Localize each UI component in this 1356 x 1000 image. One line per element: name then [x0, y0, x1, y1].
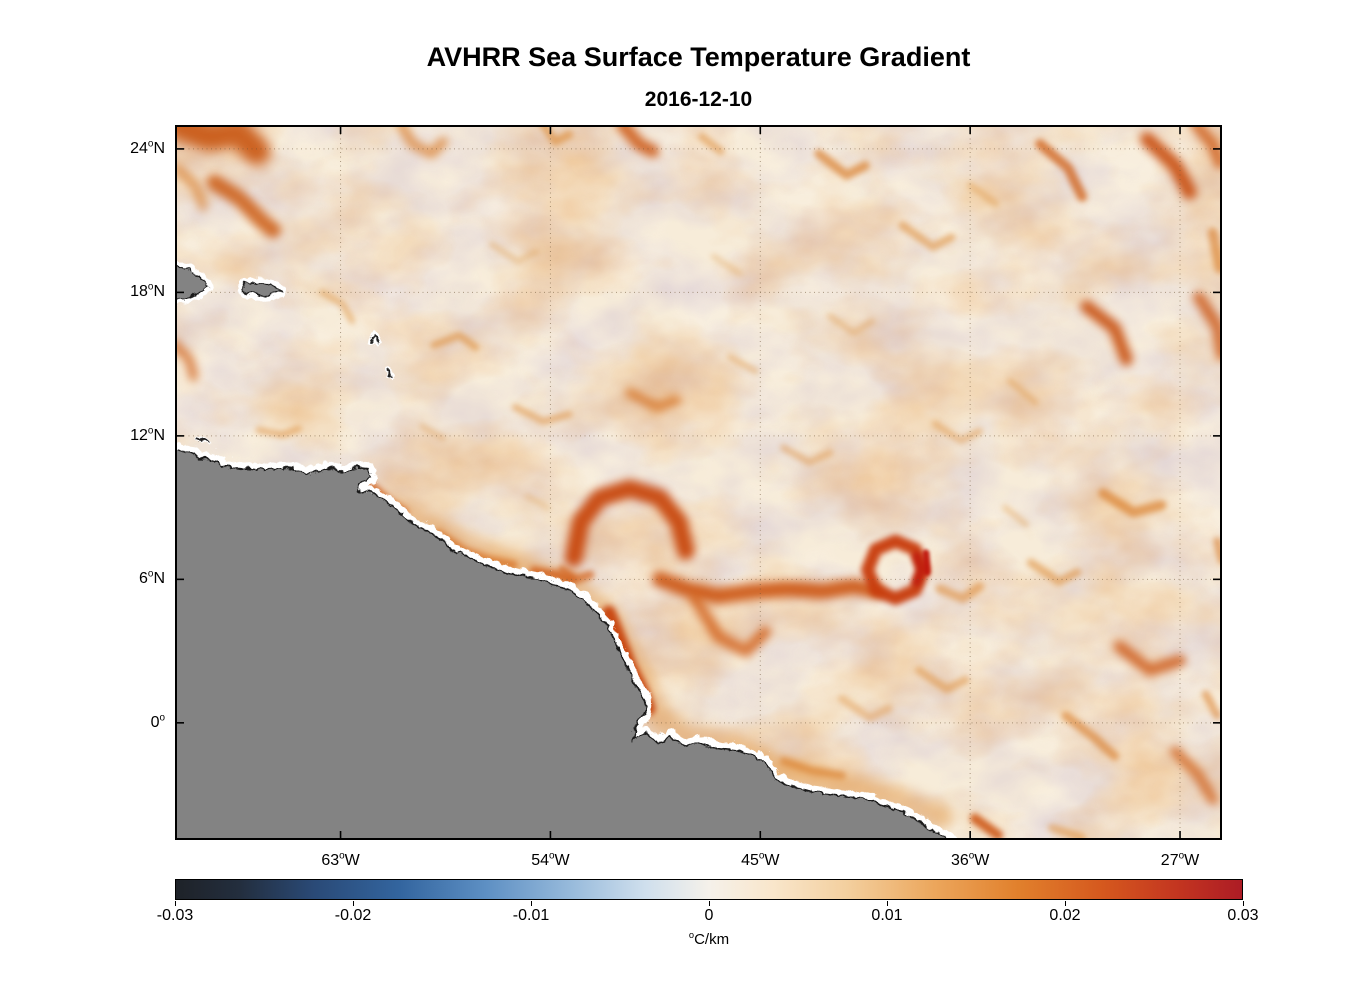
- sst-front: [255, 425, 303, 439]
- island-guadeloupe: [367, 330, 377, 342]
- sst-gradient-map: [175, 125, 1222, 840]
- sst-front: [175, 125, 271, 166]
- sst-front: [689, 592, 771, 658]
- sst-front: [175, 340, 199, 382]
- sst-front: [564, 479, 695, 567]
- island-hispaniola-east-tip: [175, 262, 208, 299]
- sst-front: [779, 757, 846, 780]
- landmass: [175, 447, 951, 840]
- sst-front: [710, 253, 743, 277]
- lon-tick-label: 54oW: [531, 850, 570, 869]
- sst-front: [1169, 746, 1219, 805]
- lat-tick-label: 6oN: [139, 569, 165, 588]
- sst-front: [419, 423, 447, 442]
- sst-front: [1113, 640, 1186, 677]
- sst-front: [922, 549, 931, 576]
- sst-front: [969, 813, 1004, 840]
- lat-tick-label: 24oN: [130, 138, 165, 157]
- sst-front: [396, 125, 449, 159]
- lat-tick-label: 12oN: [130, 425, 165, 444]
- sst-front: [861, 534, 930, 605]
- lat-tick-label: 0o: [150, 712, 165, 731]
- map-plot: [175, 125, 1222, 840]
- sst-front: [966, 181, 1000, 208]
- colorbar-tick-label: 0.02: [1049, 907, 1081, 924]
- sst-front: [827, 313, 876, 336]
- sst-front: [837, 694, 893, 722]
- sst-front: [1098, 488, 1167, 518]
- sst-front: [1006, 377, 1039, 406]
- lon-tick-label: 27oW: [1160, 850, 1200, 869]
- lon-tick-label: 63oW: [321, 850, 360, 869]
- sst-front: [1035, 139, 1088, 202]
- sst-front: [624, 387, 682, 413]
- sst-front: [814, 149, 870, 180]
- colorbar-tick-mark: [531, 901, 532, 906]
- sst-front: [1190, 125, 1222, 170]
- sst-front: [1207, 227, 1222, 274]
- sst-front: [698, 133, 725, 156]
- colorbar-tick-label: 0.01: [871, 907, 903, 924]
- land-layer: [175, 258, 960, 840]
- sst-front: [489, 241, 540, 265]
- island-martinique: [383, 365, 390, 375]
- sst-front: [511, 403, 573, 425]
- colorbar-tick-label: -0.02: [334, 907, 372, 924]
- colorbar-tick-mark: [353, 901, 354, 906]
- lon-tick-label: 45oW: [741, 850, 780, 869]
- colorbar-tick-mark: [175, 901, 176, 906]
- sst-front: [780, 444, 834, 466]
- sst-front: [1139, 131, 1197, 200]
- colorbar-tick-label: 0: [704, 907, 714, 924]
- plot-frame: [175, 125, 1222, 840]
- colorbar-tick-mark: [1243, 901, 1244, 906]
- plot-subtitle: 2016-12-10: [644, 88, 753, 111]
- sst-front: [931, 420, 983, 445]
- sst-front: [914, 666, 970, 694]
- sst-front: [430, 331, 480, 351]
- colorbar-units-label: oC/km: [688, 930, 730, 948]
- island-curacao: [194, 434, 207, 441]
- lon-tick-label: 36oW: [950, 850, 990, 869]
- colorbar-tick-mark: [887, 901, 888, 906]
- sst-front: [539, 125, 574, 146]
- colorbar-tick-mark: [709, 901, 710, 906]
- colorbar-tick-mark: [1065, 901, 1066, 906]
- sst-front: [652, 571, 885, 605]
- colorbar-tick-label: -0.03: [156, 907, 194, 924]
- coastline: [175, 447, 953, 840]
- island-puerto-rico: [239, 279, 281, 295]
- axes-frame: [175, 125, 1222, 840]
- lat-tick-label: 18oN: [130, 282, 165, 301]
- sst-front: [175, 163, 208, 212]
- sst-front: [524, 493, 551, 511]
- sst-front: [318, 289, 356, 325]
- sst-front: [1080, 300, 1133, 366]
- sst-front: [1002, 504, 1030, 528]
- colorbar-tick-label: -0.01: [512, 907, 550, 924]
- sst-front: [206, 174, 281, 239]
- sst-front: [1047, 824, 1087, 840]
- sst-front: [935, 582, 984, 603]
- sst-front: [1201, 690, 1222, 720]
- colorbar-tick-label: 0.03: [1227, 907, 1259, 924]
- sst-front: [912, 551, 926, 587]
- sst-front: [1026, 558, 1082, 586]
- colorbar: [175, 879, 1243, 900]
- sst-front: [727, 354, 759, 375]
- sst-front: [898, 221, 956, 251]
- plot-title: AVHRR Sea Surface Temperature Gradient: [426, 42, 971, 72]
